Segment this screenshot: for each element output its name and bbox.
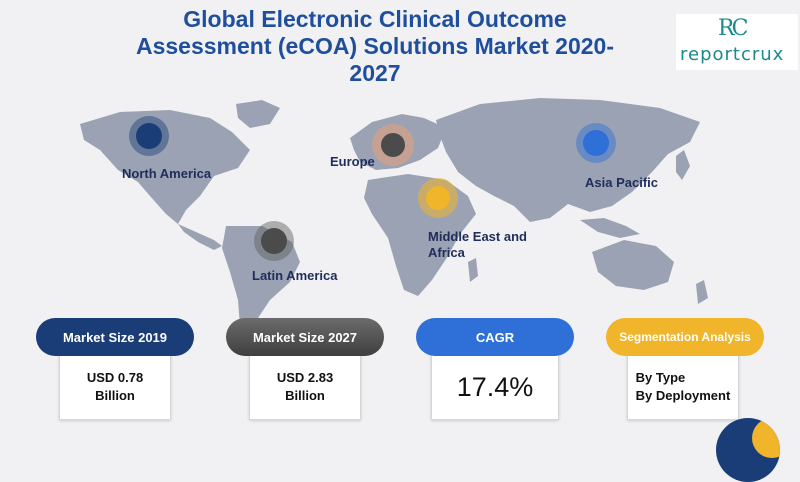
- segmentation-item-deployment: By Deployment: [635, 388, 731, 403]
- japan-shape: [676, 150, 690, 180]
- north-america-pin[interactable]: [129, 116, 169, 156]
- greenland-shape: [236, 100, 280, 128]
- south-america-shape: [222, 226, 300, 338]
- southeast-asia-islands-shape: [580, 218, 640, 238]
- cagr-header: CAGR: [416, 318, 574, 356]
- new-zealand-shape: [696, 280, 708, 304]
- middle-east-africa-pin[interactable]: [418, 178, 458, 218]
- logo-wordmark: reportcrux: [680, 44, 785, 65]
- region-label-north-america: North America: [122, 166, 212, 181]
- europe-pin[interactable]: [372, 124, 414, 166]
- market-size-2027-header: Market Size 2027: [226, 318, 384, 356]
- cagr-value: 17.4%: [456, 372, 534, 402]
- region-label-asia-pacific: Asia Pacific: [585, 175, 658, 190]
- asia-shape: [436, 98, 700, 222]
- latin-america-pin[interactable]: [254, 221, 294, 261]
- page-title: Global Electronic Clinical Outcome Asses…: [135, 6, 615, 86]
- market-size-2019-header: Market Size 2019: [36, 318, 194, 356]
- corner-decoration: [716, 418, 780, 482]
- region-label-europe: Europe: [330, 154, 375, 169]
- madagascar-shape: [468, 258, 478, 282]
- australia-shape: [592, 240, 674, 290]
- reportcrux-logo: RC reportcrux: [676, 14, 798, 70]
- north-america-shape: [80, 110, 250, 224]
- segmentation-analysis-header: Segmentation Analysis: [606, 318, 764, 356]
- world-map: [80, 98, 708, 338]
- market-size-2019-value: USD 0.78 Billion: [86, 370, 144, 403]
- asia-pacific-pin[interactable]: [576, 123, 616, 163]
- region-label-latin-america: Latin America: [252, 268, 338, 283]
- logo-mark: RC: [718, 16, 748, 41]
- central-america-shape: [178, 224, 222, 250]
- segmentation-item-type: By Type: [635, 370, 686, 385]
- region-label-middle-east-africa: Middle East and Africa: [428, 229, 527, 260]
- market-size-2027-value: USD 2.83 Billion: [276, 370, 334, 403]
